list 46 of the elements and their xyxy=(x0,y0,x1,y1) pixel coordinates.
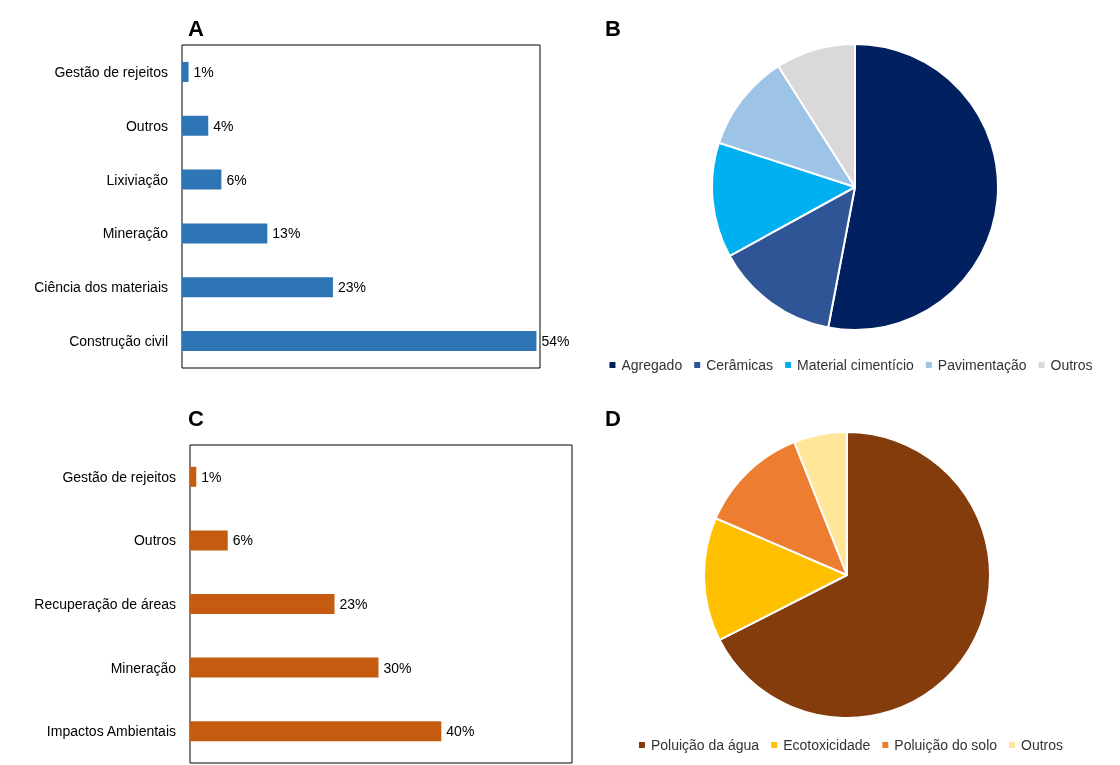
data-label: 6% xyxy=(226,171,247,188)
bar xyxy=(182,331,537,352)
legend-label: Cerâmicas xyxy=(706,357,774,373)
chart-title: B xyxy=(605,15,621,41)
data-label: 6% xyxy=(232,532,253,549)
legend-label: Outros xyxy=(1021,737,1064,753)
chart-title: A xyxy=(188,15,204,41)
legend-label: Agregado xyxy=(621,357,683,373)
data-label: 23% xyxy=(339,596,368,612)
y-tick-label: Mineração xyxy=(110,659,177,676)
chart-title: C xyxy=(188,405,204,431)
y-tick-label: Outros xyxy=(133,532,176,549)
data-label: 23% xyxy=(337,279,366,296)
legend-label: Material cimentício xyxy=(797,357,915,373)
data-label: 1% xyxy=(201,468,222,485)
y-tick-label: Lixiviação xyxy=(106,171,169,188)
y-tick-label: Recuperação de áreas xyxy=(34,596,176,612)
data-label: 13% xyxy=(272,225,301,242)
y-tick-label: Gestão de rejeitos xyxy=(62,468,176,485)
legend-label: Poluição da água xyxy=(650,737,760,753)
legend-label: Ecotoxicidade xyxy=(783,737,871,753)
data-label: 54% xyxy=(541,333,570,350)
bar xyxy=(190,530,228,551)
y-tick-label: Ciência dos materiais xyxy=(34,279,168,296)
data-label: 1% xyxy=(193,63,214,80)
data-label: 40% xyxy=(446,723,475,740)
y-tick-label: Mineração xyxy=(102,225,169,242)
bar xyxy=(190,594,335,614)
y-tick-label: Construção civil xyxy=(69,333,168,350)
y-tick-label: Gestão de rejeitos xyxy=(54,63,168,80)
bar xyxy=(182,115,209,136)
bar xyxy=(190,721,442,742)
y-tick-label: Outros xyxy=(125,117,168,134)
bar xyxy=(182,61,189,82)
legend-label: Pavimentação xyxy=(937,357,1027,373)
legend-label: Outros xyxy=(1050,357,1093,373)
bar xyxy=(182,223,268,244)
legend-label: Poluição do solo xyxy=(894,737,998,753)
y-tick-label: Impactos Ambientais xyxy=(46,723,176,740)
data-label: 30% xyxy=(383,659,412,676)
bar xyxy=(182,169,222,190)
data-label: 4% xyxy=(213,117,234,134)
bar xyxy=(182,277,333,298)
bar xyxy=(190,657,379,678)
chart-title: D xyxy=(605,405,621,431)
bar xyxy=(190,466,197,487)
